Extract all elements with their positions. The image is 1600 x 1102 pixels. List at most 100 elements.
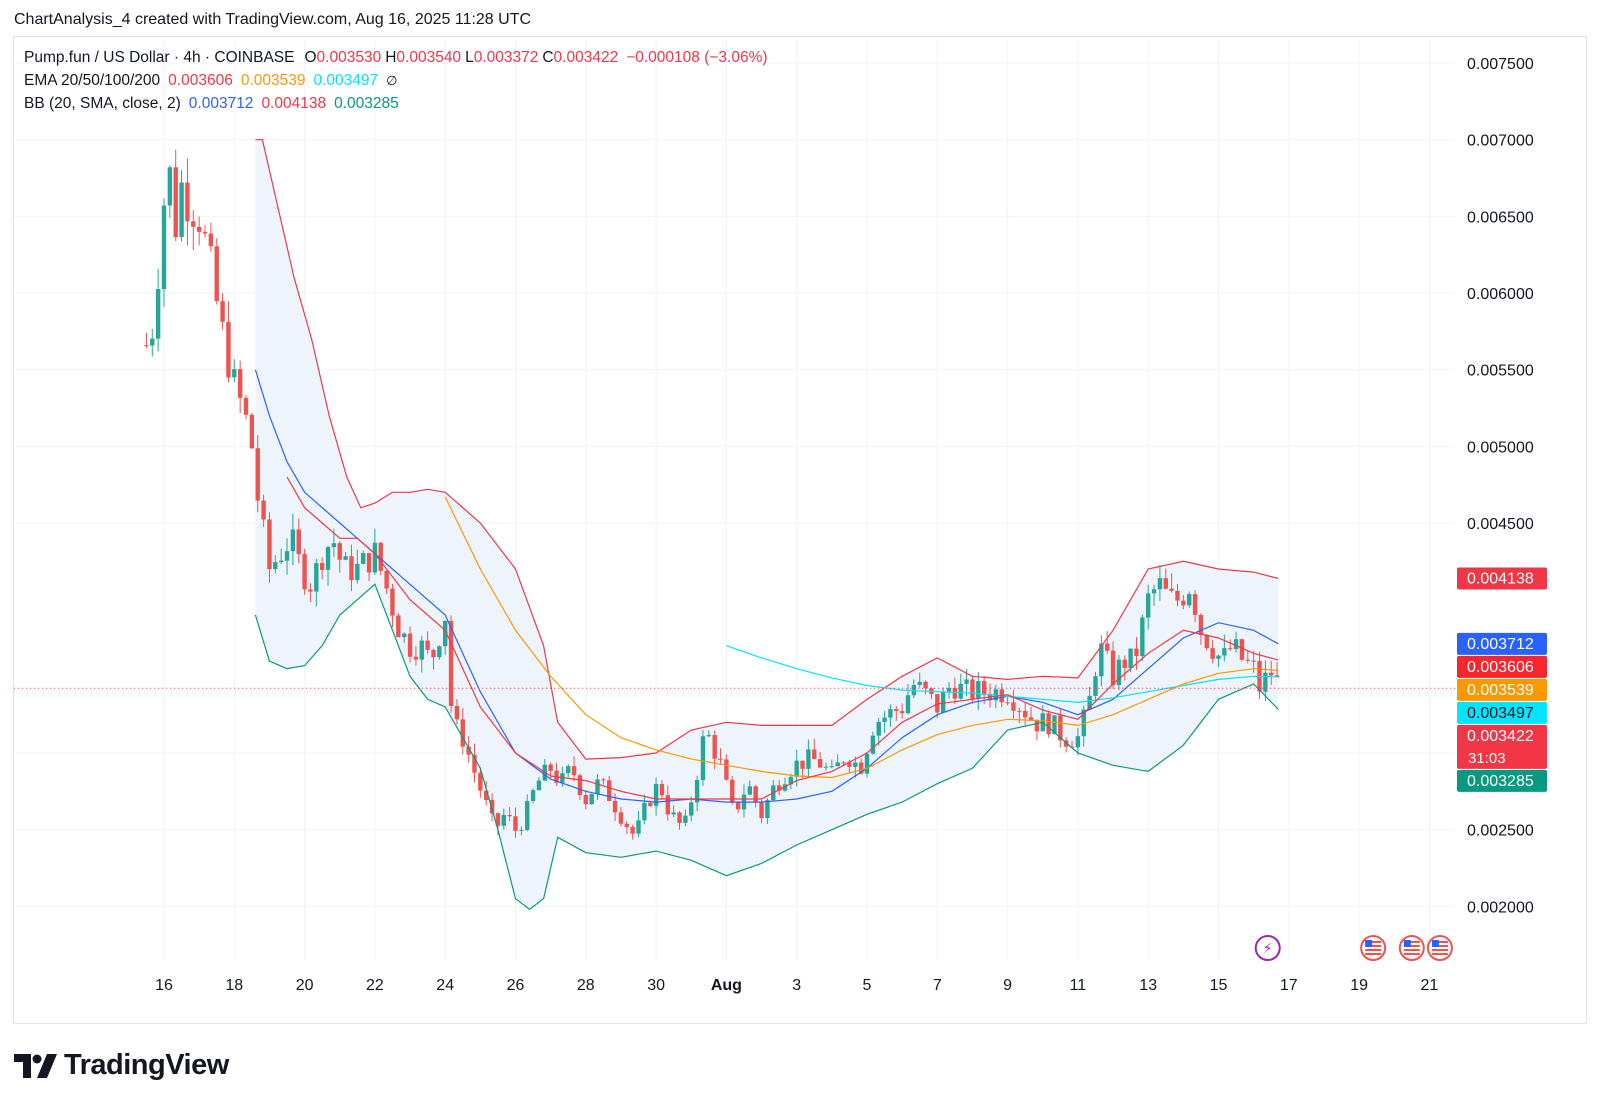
candle-body: [671, 812, 676, 815]
candle-body: [1081, 709, 1086, 737]
bb-label[interactable]: BB (20, SMA, close, 2): [24, 95, 181, 112]
ema100-badge: [1457, 701, 1547, 724]
candle-body: [571, 766, 577, 776]
candle-body: [823, 766, 829, 768]
candle-body: [1263, 672, 1268, 692]
candle-body: [372, 542, 378, 573]
flag-stripe: [1403, 953, 1420, 955]
candle-body: [1104, 643, 1110, 651]
candle-body: [601, 779, 606, 781]
flag-ring: [1360, 935, 1387, 961]
candle-body: [1116, 659, 1122, 686]
candle-body: [841, 762, 846, 764]
flag-stripe: [1431, 953, 1448, 955]
candle-body: [724, 759, 729, 780]
candle-body: [876, 721, 881, 736]
candle-body: [1063, 740, 1069, 747]
candle-body: [952, 687, 958, 699]
legend-ohlc[interactable]: Pump.fun / US Dollar · 4h · COINBASE O0.0…: [24, 49, 772, 67]
candle-body: [290, 529, 296, 552]
candle-body: [208, 233, 214, 247]
candle-body: [636, 820, 641, 834]
x-tick-label: 28: [577, 977, 595, 994]
candle-body: [782, 784, 788, 791]
tradingview-logo[interactable]: TradingView: [14, 1049, 229, 1082]
bb-basis-value: 0.003712: [188, 95, 254, 112]
candle-body: [191, 221, 196, 227]
candle-body: [196, 226, 202, 232]
candle-body: [302, 554, 307, 590]
flag-canton: [1365, 940, 1373, 947]
candle-body: [1011, 702, 1016, 711]
candles: [144, 149, 1280, 840]
candle-body: [1122, 659, 1127, 668]
candle-body: [284, 551, 290, 561]
candle-body: [665, 795, 671, 815]
x-tick-label: 5: [863, 977, 872, 994]
candle-body: [530, 790, 536, 802]
candle-body: [1151, 589, 1157, 594]
candle-body: [706, 735, 712, 737]
y-tick-label: 0.002000: [1467, 899, 1534, 916]
candle-body: [536, 780, 542, 791]
candle-body: [800, 760, 805, 769]
candle-body: [1181, 600, 1186, 606]
x-tick-label: 13: [1139, 977, 1157, 994]
x-tick-label: 30: [647, 977, 665, 994]
legend-ema[interactable]: EMA 20/50/100/200 0.003606 0.003539 0.00349…: [24, 72, 401, 90]
candle-body: [167, 167, 173, 206]
x-tick-label: 21: [1421, 977, 1439, 994]
flag-canton: [1431, 940, 1439, 947]
candle-body: [325, 547, 331, 570]
candle-body: [179, 182, 184, 238]
candle-body: [946, 687, 952, 692]
candle-body: [161, 205, 167, 290]
candle-body: [566, 766, 571, 774]
symbol-title[interactable]: Pump.fun / US Dollar · 4h · COINBASE: [24, 49, 295, 66]
countdown-label: 31:03: [1468, 750, 1506, 767]
candle-body: [314, 563, 319, 592]
chart-caption: ChartAnalysis_4 created with TradingView…: [14, 11, 532, 28]
candle-body: [1005, 702, 1010, 704]
bb-upper-value: 0.004138: [261, 95, 327, 112]
candle-body: [747, 786, 753, 795]
candle-body: [1099, 643, 1104, 677]
x-tick-label: 17: [1280, 977, 1298, 994]
ema20-line: [286, 476, 1279, 800]
bb-upper-label: 0.004138: [1467, 571, 1534, 588]
flag-canton: [1403, 940, 1411, 947]
high-label: H: [385, 49, 397, 66]
candle-body: [1134, 648, 1139, 656]
candle-body: [618, 812, 624, 824]
flag-stripe: [1431, 949, 1448, 951]
chart-frame: [13, 36, 1587, 1024]
x-tick-label: Aug: [711, 977, 742, 994]
candle-body: [1052, 715, 1057, 735]
candle-body: [1140, 617, 1145, 656]
candle-body: [1228, 648, 1233, 650]
candle-body: [519, 829, 524, 831]
ema20-badge: [1457, 655, 1547, 678]
candle-body: [173, 167, 178, 238]
candle-body: [150, 338, 155, 346]
legend-bb[interactable]: BB (20, SMA, close, 2) 0.003712 0.004138 0.…: [24, 95, 403, 113]
candle-body: [343, 556, 348, 560]
candle-body: [1022, 710, 1028, 718]
flag-stripe: [1365, 953, 1382, 955]
ema50-line: [444, 496, 1279, 779]
flag-stripe: [1431, 941, 1448, 943]
ema100-label: 0.003497: [1467, 705, 1534, 722]
ema20-label: 0.003606: [1467, 659, 1534, 676]
last-price-badge: [1457, 724, 1547, 769]
open-label: O: [304, 49, 317, 66]
candle-body: [466, 746, 471, 755]
flag-stripe: [1403, 945, 1420, 947]
candle-body: [185, 182, 190, 222]
ema-label[interactable]: EMA 20/50/100/200: [24, 72, 161, 89]
x-tick-label: 18: [225, 977, 243, 994]
candle-body: [1028, 717, 1034, 720]
candle-body: [718, 758, 723, 760]
flag-stripe: [1403, 941, 1420, 943]
candle-body: [261, 500, 266, 520]
